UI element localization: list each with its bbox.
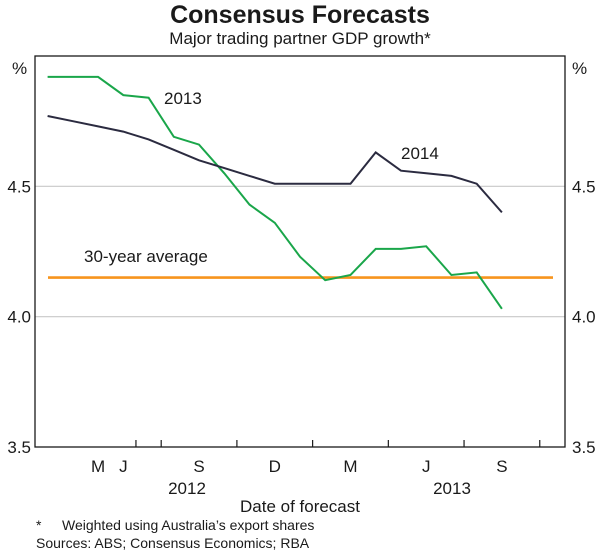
x-axis-label: Date of forecast — [240, 497, 360, 516]
y-unit-left: % — [12, 59, 27, 78]
x-tick-label: D — [269, 457, 281, 476]
y-tick-label-right: 4.5 — [572, 177, 596, 196]
gridlines — [35, 185, 565, 318]
x-tick-label: J — [119, 457, 128, 476]
year-label-2013: 2013 — [433, 479, 471, 498]
y-tick-label-left: 3.5 — [7, 438, 31, 457]
x-tick-label: S — [193, 457, 204, 476]
series-line-2014 — [47, 115, 503, 214]
x-tick-label: S — [496, 457, 507, 476]
y-ticks: 3.5 3.5 4.0 4.0 4.5 4.5 — [7, 177, 595, 457]
series-label-2013: 2013 — [164, 89, 202, 108]
series-label-2014: 2014 — [401, 144, 439, 163]
plot-frame — [34, 55, 566, 448]
y-tick-label-left: 4.5 — [7, 177, 31, 196]
series-lines — [47, 75, 503, 310]
series-line-2013 — [47, 75, 503, 310]
footnote-asterisk: * — [36, 517, 42, 533]
y-tick-label-right: 3.5 — [572, 438, 596, 457]
reference-label-30-year-average: 30-year average — [84, 247, 208, 266]
chart-title: Consensus Forecasts — [170, 1, 430, 29]
year-label-2012: 2012 — [168, 479, 206, 498]
x-tick-label: J — [422, 457, 431, 476]
footnote-note: Weighted using Australia’s export shares — [62, 517, 315, 533]
x-tick-label: M — [343, 457, 357, 476]
y-tick-label-right: 4.0 — [572, 308, 596, 327]
footnote-weighting: * Weighted using Australia’s export share… — [36, 517, 314, 533]
y-unit-right: % — [572, 59, 587, 78]
x-tick-label: M — [91, 457, 105, 476]
chart-subtitle: Major trading partner GDP growth* — [169, 29, 431, 48]
y-tick-label-left: 4.0 — [7, 308, 31, 327]
footnote-sources: Sources: ABS; Consensus Economics; RBA — [36, 535, 310, 551]
